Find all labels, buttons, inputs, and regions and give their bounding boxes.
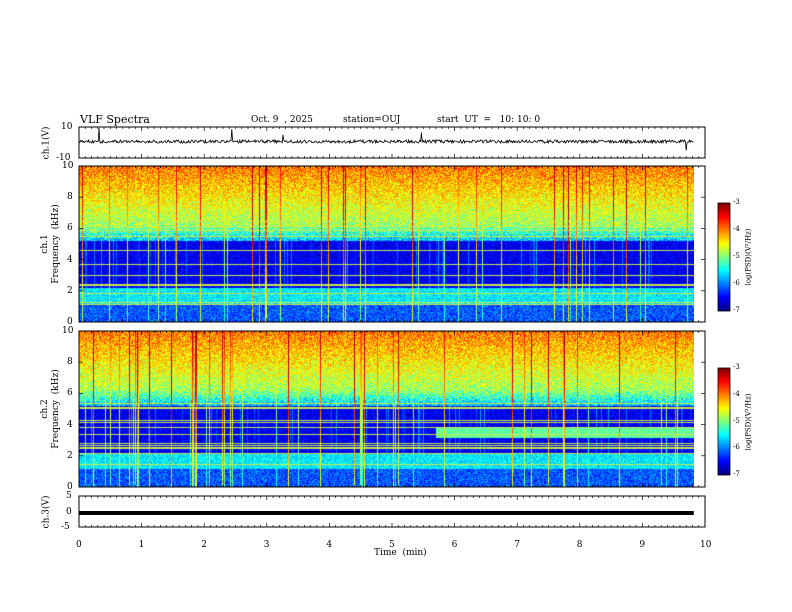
x-axis-label: Time (min): [374, 548, 427, 558]
x-tick-label: 7: [514, 540, 520, 550]
ch3-y-tick-label: 0: [66, 506, 72, 517]
x-tick-label: 8: [576, 540, 583, 550]
colorbar-tick-label: -5: [733, 252, 740, 260]
ch3-waveform-y-label: ch.3(V): [41, 495, 52, 528]
colorbar-tick-label: -5: [733, 416, 740, 425]
ch2-spectrogram-y-label: ch.2 Frequency (kHz): [40, 369, 61, 449]
x-tick-label: 9: [639, 540, 646, 550]
x-tick-label: 10: [700, 540, 712, 550]
colorbar-tick-label: -3: [733, 363, 740, 371]
colorbar-tick-label: -7: [733, 306, 740, 314]
colorbar-1: [718, 203, 730, 311]
freq-y-tick-label: 0: [67, 482, 73, 492]
colorbar-tick-label: -3: [733, 198, 740, 206]
ch3-y-tick-label: 5: [66, 491, 72, 501]
ch3-y-tick-label: -5: [61, 522, 70, 532]
x-tick-label: 3: [263, 540, 270, 550]
chart-title: VLF Spectra: [80, 113, 150, 126]
ch1-waveform-trace: [78, 127, 694, 151]
colorbar-tick-label: -4: [733, 225, 740, 233]
colorbar-tick-label: -6: [733, 443, 740, 452]
ch1-y-tick-label: -10: [56, 153, 71, 163]
x-tick-label: 0: [76, 540, 82, 550]
freq-y-tick-label: 4: [67, 254, 73, 265]
freq-y-tick-label: 2: [67, 450, 73, 461]
freq-y-tick-label: 10: [62, 326, 74, 336]
freq-y-tick-label: 2: [67, 285, 73, 296]
colorbar-label: log(PSD)(V²/Hz): [744, 393, 753, 450]
freq-y-tick-label: 4: [67, 419, 73, 430]
x-tick-label: 1: [138, 540, 145, 550]
x-tick-label: 2: [201, 540, 207, 550]
ch1-spectrogram-y-label: ch.1 Frequency (kHz): [40, 204, 61, 284]
freq-y-tick-label: 8: [67, 357, 73, 368]
x-tick-label: 6: [451, 540, 458, 550]
freq-y-tick-label: 6: [67, 388, 73, 399]
freq-y-tick-label: 10: [62, 161, 74, 171]
colorbar-tick-label: -7: [733, 470, 740, 478]
spectrogram-image-ch2: [79, 331, 694, 487]
colorbar-2: [718, 368, 730, 475]
colorbar-tick-label: -4: [733, 389, 740, 398]
colorbar-frame: [717, 367, 731, 476]
colorbar-frame: [717, 202, 731, 312]
colorbar-label: log(PSD)(V²/Hz): [744, 228, 753, 286]
ch1-waveform-y-label: ch.1(V): [41, 126, 52, 159]
freq-y-tick-label: 0: [67, 317, 73, 327]
chart-station: station=OUJ: [343, 115, 401, 125]
ch1-y-tick-label: 10: [61, 122, 73, 132]
freq-y-tick-label: 6: [67, 223, 73, 234]
colorbar-tick-label: -6: [733, 279, 740, 287]
x-tick-label: 4: [326, 540, 333, 550]
freq-y-tick-label: 8: [67, 192, 73, 203]
chart-date: Oct. 9 , 2025: [251, 115, 313, 125]
spectrogram-image-ch1: [79, 166, 694, 322]
x-tick-label: 5: [389, 540, 395, 550]
chart-start-time: start UT = 10: 10: 0: [437, 115, 541, 125]
